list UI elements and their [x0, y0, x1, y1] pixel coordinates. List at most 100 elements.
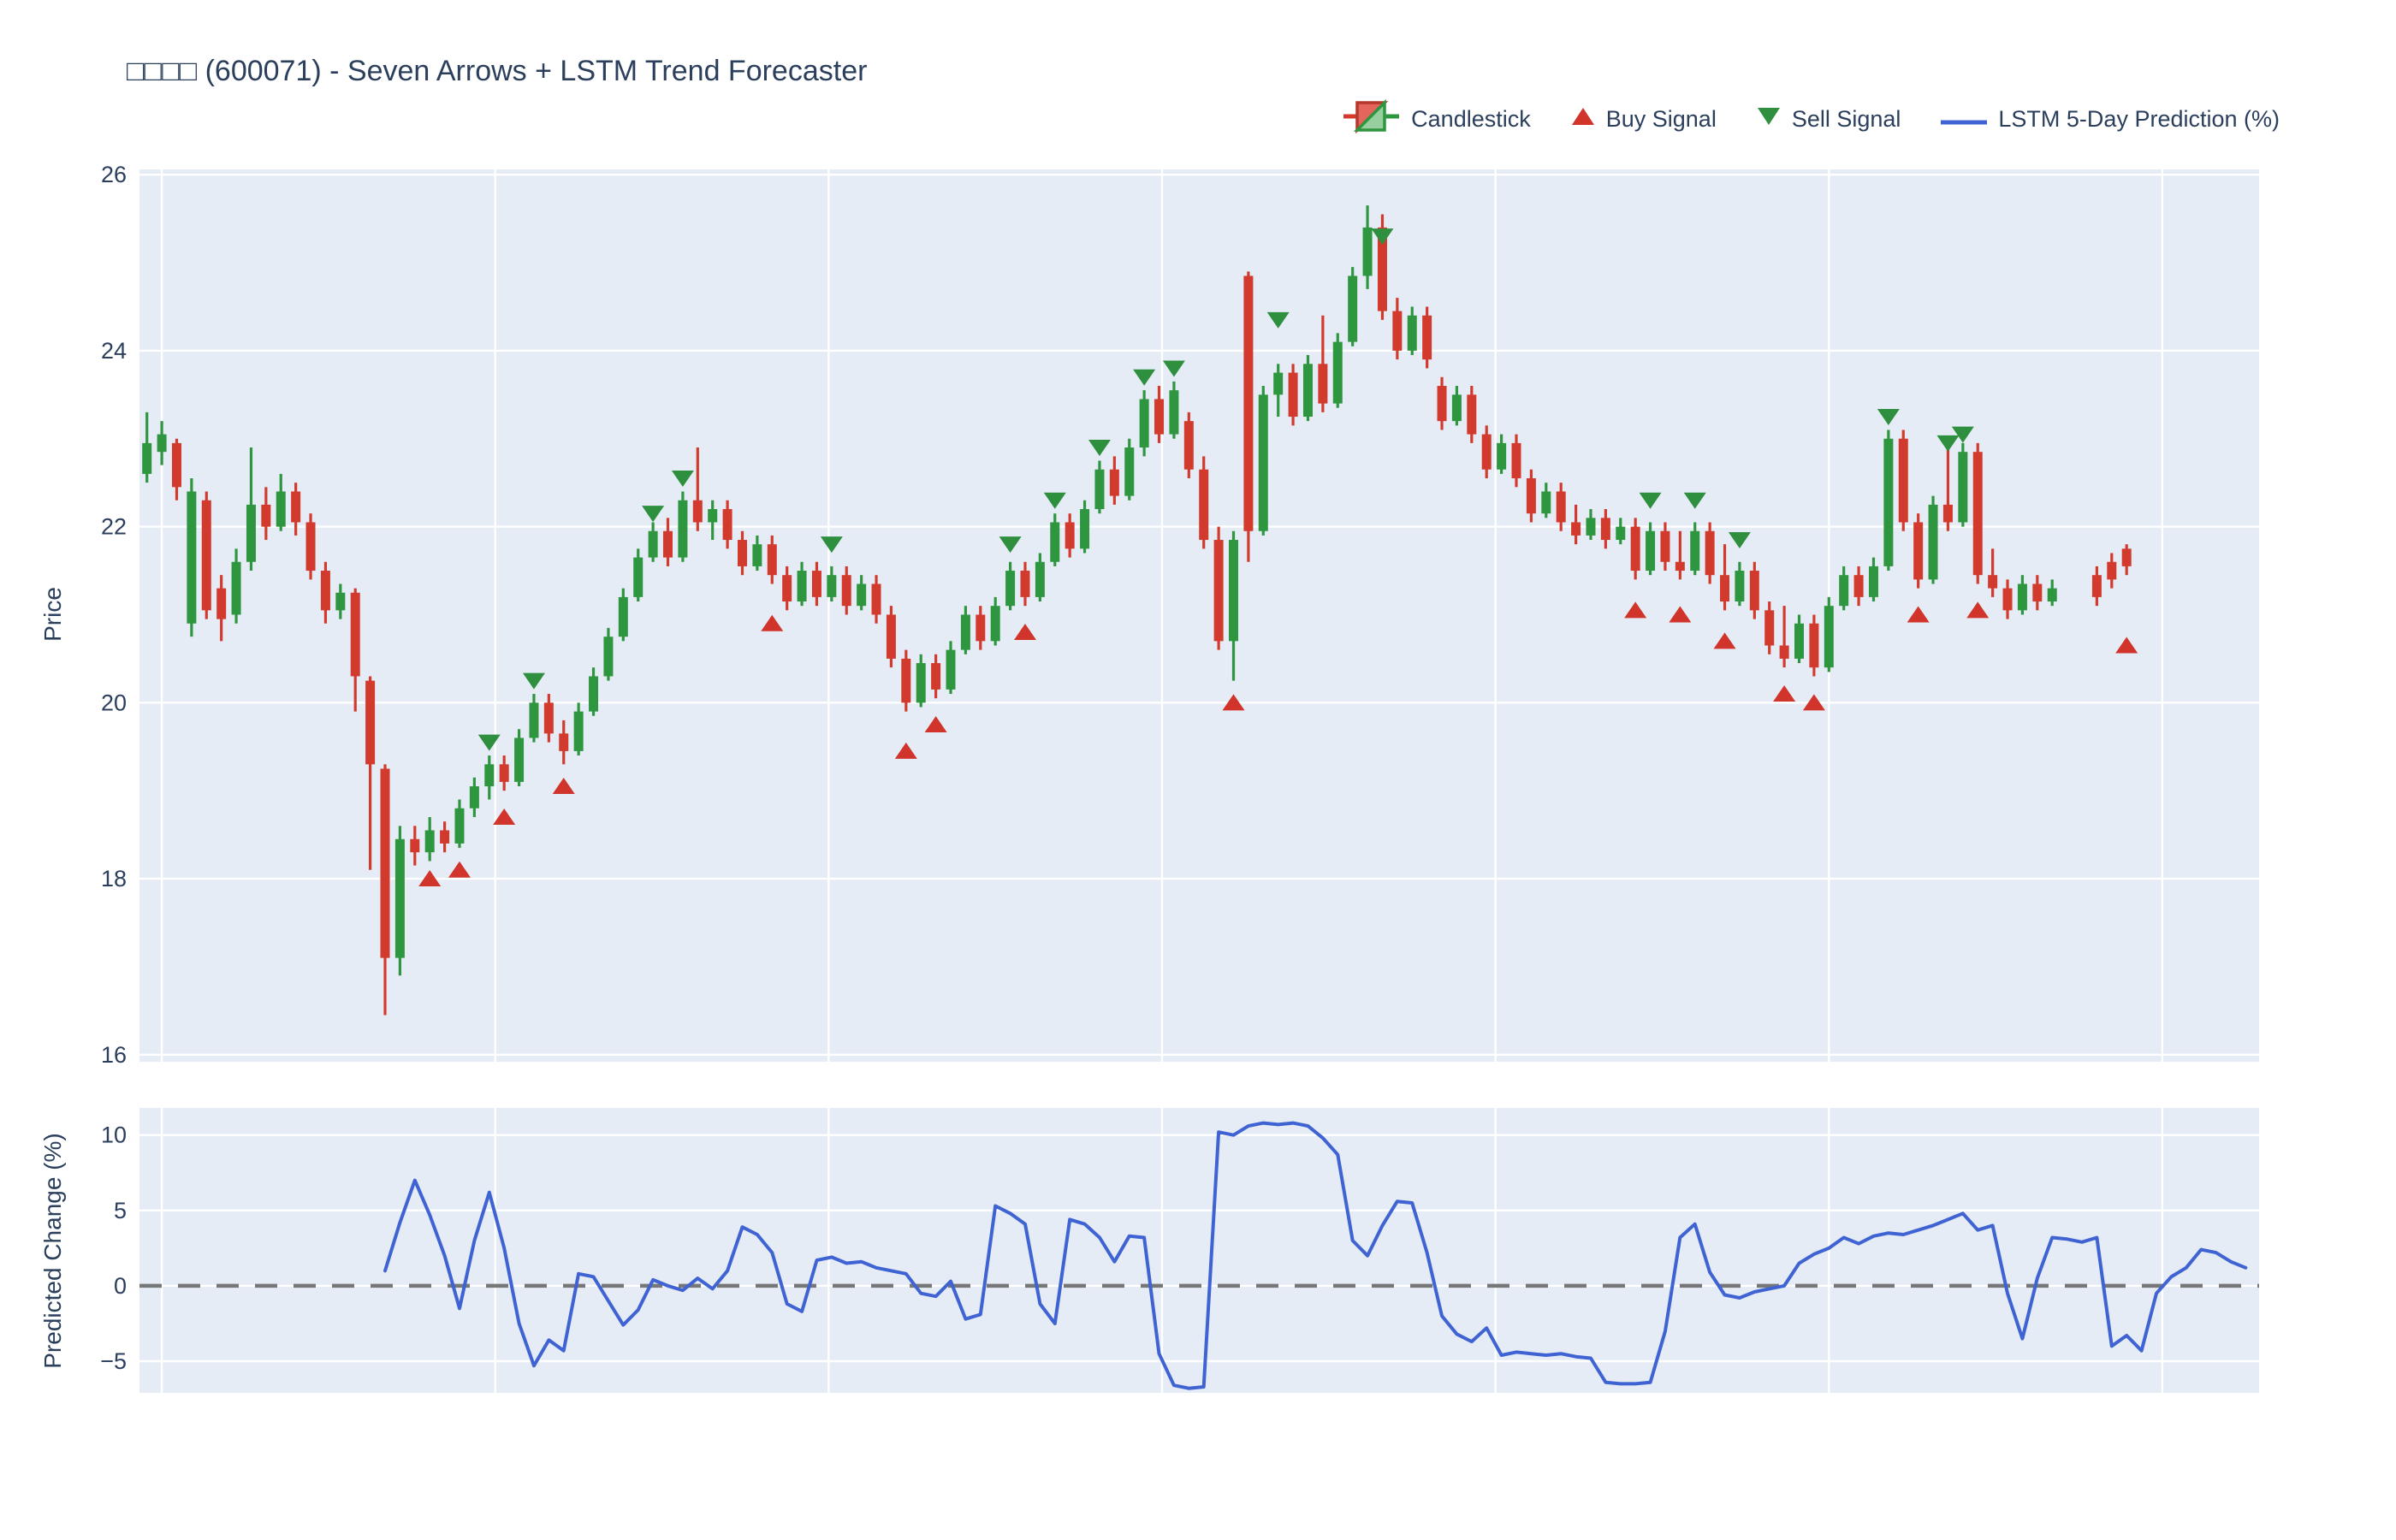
candle-body[interactable] [1169, 390, 1179, 435]
candle-body[interactable] [1853, 575, 1864, 597]
candle-body[interactable] [1065, 522, 1075, 549]
candle-body[interactable] [1407, 315, 1417, 351]
candle-body[interactable] [1437, 386, 1447, 422]
candle-body[interactable] [410, 838, 420, 853]
candle-body[interactable] [1258, 394, 1268, 531]
buy-signal-marker[interactable] [1966, 601, 1990, 619]
candle-body[interactable] [305, 522, 316, 572]
candle-body[interactable] [2017, 583, 2027, 611]
candle-body[interactable] [1526, 478, 1536, 514]
candle-body[interactable] [1451, 394, 1462, 422]
candle-body[interactable] [1139, 399, 1149, 448]
candle-body[interactable] [171, 442, 181, 488]
candle-body[interactable] [1735, 571, 1745, 602]
candle-body[interactable] [1154, 399, 1165, 435]
candle-body[interactable] [767, 544, 777, 576]
candle-body[interactable] [276, 491, 286, 527]
candle-body[interactable] [1749, 571, 1759, 611]
candle-body[interactable] [663, 530, 673, 558]
buy-signal-marker[interactable] [1013, 624, 1036, 641]
candle-body[interactable] [916, 663, 926, 703]
candle-body[interactable] [1616, 526, 1626, 541]
legend-item-lstm-prediction[interactable]: LSTM 5-Day Prediction (%) [1940, 106, 2280, 133]
buy-signal-marker[interactable] [1669, 606, 1692, 623]
candle-body[interactable] [350, 592, 360, 677]
buy-signal-marker[interactable] [1907, 606, 1930, 623]
candle-body[interactable] [1288, 372, 1298, 418]
sell-signal-marker[interactable] [1088, 440, 1111, 457]
candle-body[interactable] [2032, 583, 2043, 602]
candle-body[interactable] [1883, 438, 1894, 566]
candle-body[interactable] [291, 491, 301, 523]
candle-body[interactable] [231, 561, 241, 615]
candle-body[interactable] [1809, 623, 1819, 668]
candle-body[interactable] [1094, 469, 1105, 510]
candle-body[interactable] [499, 764, 509, 782]
candle-body[interactable] [1913, 522, 1924, 580]
candle-body[interactable] [857, 583, 867, 607]
buy-signal-marker[interactable] [552, 778, 575, 795]
candle-body[interactable] [1794, 623, 1805, 659]
candle-body[interactable] [1586, 518, 1596, 536]
candle-body[interactable] [589, 676, 599, 712]
candle-body[interactable] [1005, 571, 1016, 607]
prediction-line[interactable] [383, 1121, 2248, 1390]
candle-body[interactable] [157, 434, 167, 453]
candle-body[interactable] [1779, 645, 1789, 659]
buy-signal-marker[interactable] [448, 861, 471, 878]
candle-body[interactable] [1124, 447, 1135, 496]
candle-body[interactable] [394, 838, 405, 958]
sell-signal-marker[interactable] [1683, 492, 1706, 509]
candle-body[interactable] [514, 737, 525, 782]
sell-signal-marker[interactable] [820, 536, 843, 554]
candle-body[interactable] [380, 768, 390, 958]
sell-signal-marker[interactable] [1728, 532, 1751, 549]
sell-signal-marker[interactable] [671, 471, 694, 488]
candle-body[interactable] [1109, 469, 1119, 496]
candle-body[interactable] [722, 509, 732, 541]
buy-signal-marker[interactable] [2115, 637, 2138, 654]
sell-signal-marker[interactable] [1951, 426, 1974, 443]
candle-body[interactable] [320, 571, 330, 611]
legend-item-candlestick[interactable]: Candlestick [1343, 98, 1531, 139]
sell-signal-marker[interactable] [1162, 360, 1185, 377]
candle-body[interactable] [648, 530, 658, 558]
buy-signal-marker[interactable] [1713, 632, 1736, 649]
candle-body[interactable] [1229, 540, 1239, 642]
sell-signal-marker[interactable] [1266, 311, 1290, 329]
candle-body[interactable] [946, 649, 956, 690]
candle-body[interactable] [1972, 452, 1983, 576]
candle-body[interactable] [931, 663, 941, 690]
candle-body[interactable] [960, 614, 970, 650]
candle-body[interactable] [1630, 526, 1640, 572]
candle-body[interactable] [811, 571, 821, 597]
candle-body[interactable] [454, 808, 465, 844]
candle-body[interactable] [633, 557, 643, 597]
candle-body[interactable] [1035, 561, 1045, 597]
price-plot-area[interactable] [139, 169, 2259, 1062]
sell-signal-marker[interactable] [1133, 369, 1156, 386]
candle-body[interactable] [2002, 588, 2013, 611]
sell-signal-marker[interactable] [1877, 409, 1900, 426]
candle-body[interactable] [871, 583, 881, 615]
sell-signal-marker[interactable] [642, 506, 665, 523]
candle-body[interactable] [678, 500, 688, 558]
candle-body[interactable] [2091, 575, 2102, 597]
candle-body[interactable] [1868, 566, 1878, 597]
candle-body[interactable] [1824, 606, 1834, 668]
candle-body[interactable] [216, 588, 227, 619]
candle-body[interactable] [1928, 504, 1938, 580]
candle-body[interactable] [261, 504, 271, 527]
candle-body[interactable] [365, 680, 376, 765]
candle-body[interactable] [1497, 442, 1507, 470]
buy-signal-marker[interactable] [418, 870, 442, 887]
candle-body[interactable] [1942, 504, 1953, 523]
prediction-plot-area[interactable] [139, 1108, 2259, 1393]
candle-body[interactable] [1392, 311, 1403, 351]
candle-body[interactable] [559, 733, 569, 751]
candle-body[interactable] [976, 614, 986, 642]
candle-body[interactable] [618, 596, 628, 637]
candle-body[interactable] [142, 442, 152, 474]
candle-body[interactable] [1243, 275, 1254, 531]
candle-body[interactable] [484, 764, 495, 787]
